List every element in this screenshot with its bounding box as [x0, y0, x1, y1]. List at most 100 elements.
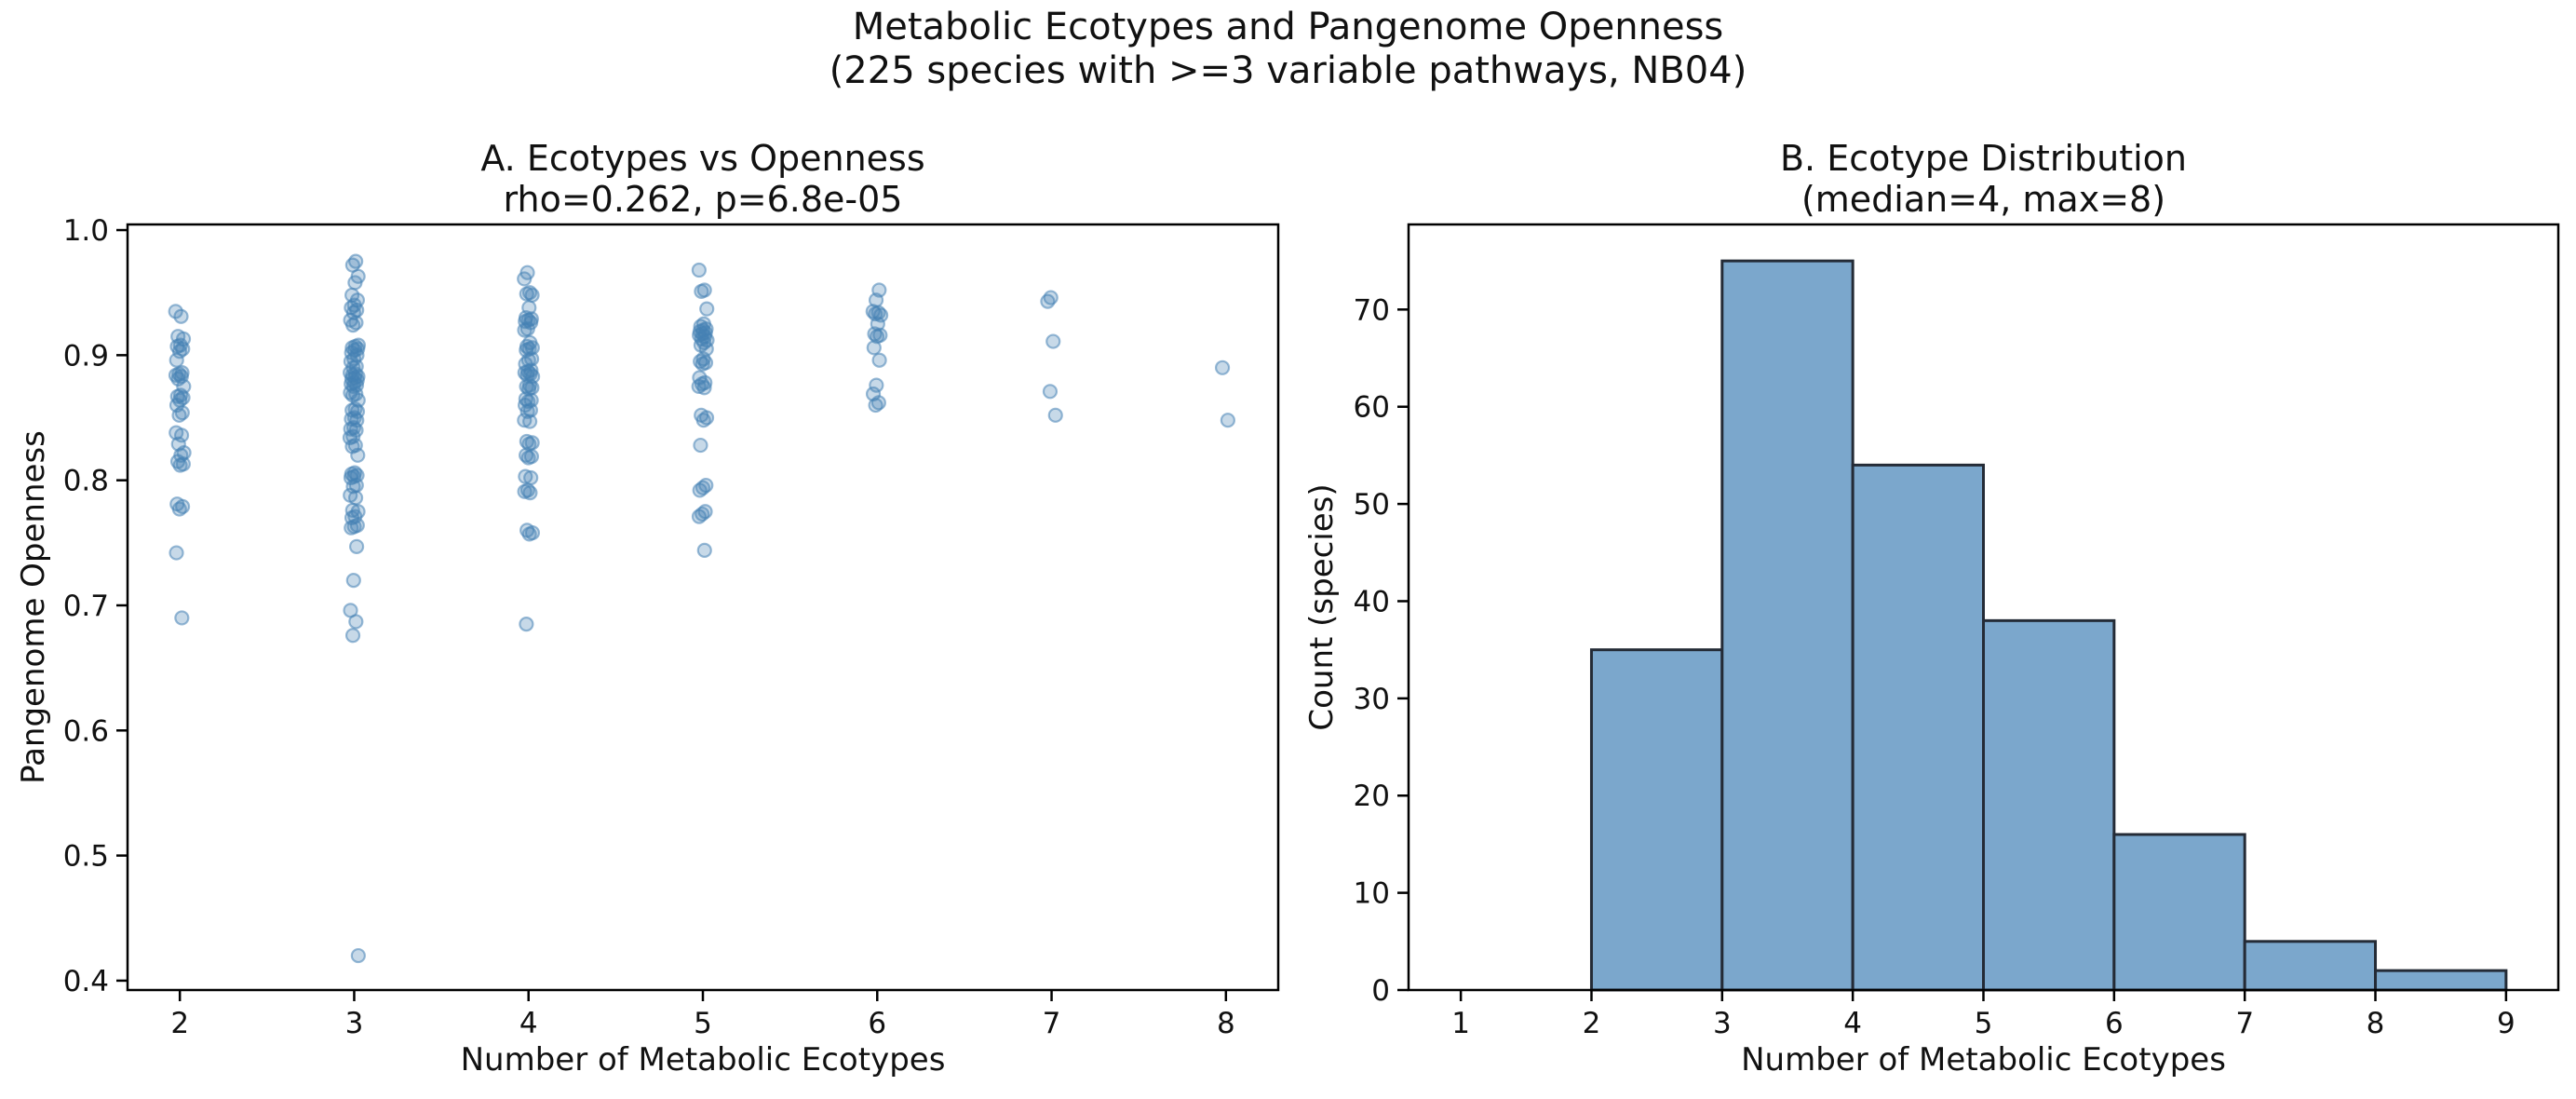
histogram-bar	[1982, 618, 2116, 992]
scatter-point	[693, 437, 708, 454]
figure-title-line1: Metabolic Ecotypes and Pangenome Opennes…	[852, 6, 1724, 48]
histogram-bar	[2112, 833, 2246, 992]
scatter-point	[350, 947, 366, 964]
panel-a-ytick-label: 0.9	[63, 339, 109, 373]
panel-a-xtick-label: 7	[1043, 1007, 1061, 1040]
panel-a-xtick-label: 4	[519, 1007, 538, 1040]
scatter-point	[344, 520, 359, 536]
scatter-point	[1045, 333, 1061, 349]
scatter-point	[344, 628, 361, 644]
panel-b-xlabel: Number of Metabolic Ecotypes	[1741, 1041, 2226, 1079]
panel-b-xtick-label: 2	[1583, 1007, 1601, 1040]
scatter-points	[168, 253, 1235, 964]
scatter-point	[350, 447, 366, 463]
scatter-point	[171, 501, 187, 517]
scatter-point	[519, 617, 534, 632]
panel-a-ytick-label: 0.5	[63, 840, 109, 874]
scatter-point	[347, 275, 363, 291]
panel-b-ytick-label: 10	[1354, 877, 1390, 911]
scatter-point	[695, 413, 711, 428]
scatter-point	[691, 262, 707, 278]
panel-a-ylabel: Pangenome Openness	[15, 430, 52, 784]
scatter-point	[695, 356, 710, 372]
panel-b-xtick-label: 8	[2367, 1007, 2385, 1040]
panel-a-ytick-label: 0.4	[63, 965, 109, 998]
scatter-point	[170, 371, 186, 387]
panel-b-ytick-label: 30	[1354, 683, 1390, 716]
panel-a-xlabel: Number of Metabolic Ecotypes	[460, 1041, 946, 1079]
scatter-point	[171, 407, 187, 423]
scatter-point	[173, 308, 189, 324]
panel-a-title-line2: rho=0.262, p=6.8e-05	[503, 179, 903, 220]
figure-title: Metabolic Ecotypes and Pangenome Opennes…	[0, 6, 2576, 93]
histogram-bars	[1589, 259, 2508, 992]
histogram-bar	[2374, 969, 2508, 992]
panel-a-xtick-label: 6	[868, 1007, 886, 1040]
panel-b-title-line1: B. Ecotype Distribution	[1779, 138, 2188, 179]
scatter-point	[522, 414, 538, 429]
panel-a-title-line1: A. Ecotypes vs Openness	[480, 138, 925, 179]
panel-a-xtick-label: 5	[694, 1007, 712, 1040]
panel-a-xtick-label: 2	[170, 1007, 189, 1040]
panel-b-xtick-label: 9	[2497, 1007, 2515, 1040]
scatter-point	[1214, 360, 1231, 375]
panel-a-xtick-label: 3	[345, 1007, 364, 1040]
figure-title-line2: (225 species with >=3 variable pathways,…	[829, 49, 1747, 92]
panel-b-ytick-label: 60	[1354, 391, 1390, 425]
scatter-point	[348, 614, 364, 630]
panel-b-xtick-label: 7	[2235, 1007, 2254, 1040]
scatter-point	[517, 271, 533, 287]
scatter-point	[348, 538, 365, 554]
panel-b-axes: 1 2 3 4 5 6 7 8 9 0 10 20 30 40 50 60 70	[1354, 223, 2560, 1040]
panel-b-ylabel: Count (species)	[1303, 483, 1341, 731]
panel-b-title-line2: (median=4, max=8)	[1801, 179, 2166, 220]
scatter-point	[868, 397, 883, 414]
histogram-bar	[2243, 940, 2378, 992]
panel-a-axes: 2 3 4 5 6 7 8 0.4 0.5 0.6 0.7 0.8 0.9 1.0	[63, 214, 1280, 1040]
scatter-point	[520, 450, 536, 466]
scatter-point	[1042, 384, 1059, 400]
histogram-bar	[1851, 463, 1985, 992]
scatter-point	[524, 287, 540, 303]
scatter-point	[1040, 293, 1056, 309]
scatter-point	[1220, 413, 1235, 428]
scatter-point	[169, 352, 184, 368]
scatter-point	[696, 542, 712, 558]
scatter-point	[169, 545, 184, 561]
panel-a-xtick-label: 8	[1217, 1007, 1235, 1040]
scatter-point	[522, 485, 538, 501]
scatter-point	[1047, 407, 1063, 423]
histogram-bar	[1589, 648, 1724, 992]
panel-b-xtick-label: 6	[2105, 1007, 2124, 1040]
panel-b-ytick-label: 70	[1354, 293, 1390, 327]
scatter-point	[345, 318, 361, 333]
scatter-point	[517, 322, 533, 338]
scatter-point	[866, 340, 882, 356]
panel-b-xtick-label: 1	[1451, 1007, 1470, 1040]
panel-b-xtick-label: 3	[1713, 1007, 1732, 1040]
panel-b-xtick-label: 5	[1975, 1007, 1993, 1040]
panel-b-xtick-label: 4	[1843, 1007, 1862, 1040]
scatter-point	[347, 490, 364, 506]
panel-a-title: A. Ecotypes vs Openness rho=0.262, p=6.8…	[128, 138, 1278, 220]
scatter-point	[174, 610, 190, 626]
scatter-point	[694, 283, 709, 299]
scatter-point	[523, 469, 539, 486]
scatter-point	[521, 526, 537, 542]
panel-a-ytick-label: 0.7	[63, 590, 109, 623]
histogram-bar	[1720, 259, 1854, 992]
scatter-point	[691, 509, 708, 524]
panel-b-ytick-label: 20	[1354, 780, 1390, 813]
panel-b-ytick-label: 0	[1371, 974, 1390, 1008]
scatter-point	[699, 301, 715, 317]
panel-b-title: B. Ecotype Distribution (median=4, max=8…	[1409, 138, 2558, 220]
scatter-point	[696, 380, 712, 396]
panel-b-ytick-label: 50	[1354, 488, 1390, 522]
scatter-point	[692, 482, 708, 498]
panel-b-ytick-label: 40	[1354, 585, 1390, 618]
scatter-point	[345, 573, 361, 589]
panel-a-ytick-label: 0.8	[63, 465, 109, 498]
panel-a-ytick-label: 0.6	[63, 714, 109, 748]
